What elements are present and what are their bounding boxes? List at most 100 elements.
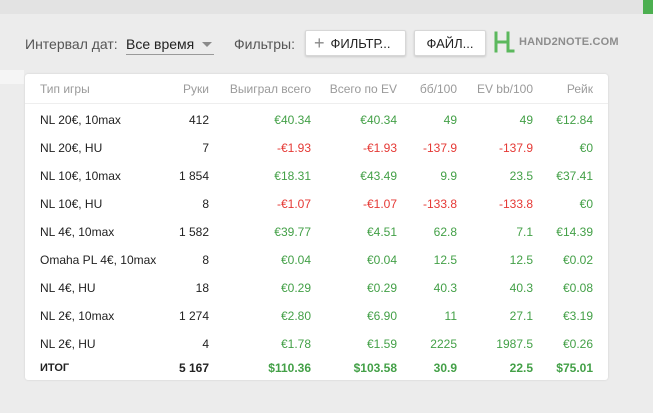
cell-ev-bb100: 49 — [519, 113, 533, 127]
cell-ev-bb100: 40.3 — [509, 281, 533, 295]
cell-ev-bb100: 22.5 — [509, 361, 533, 375]
cell-game-type: ИТОГ — [40, 362, 70, 374]
cell-bb100: 40.3 — [433, 281, 457, 295]
cell-ev-total: €1.59 — [366, 337, 397, 351]
stats-table: Тип игры Руки Выиграл всего Всего по EV бб/1… — [25, 74, 608, 378]
table-row[interactable]: Omaha PL 4€, 10max 8 €0.04 €0.04 12.5 12.5 €0.… — [25, 246, 608, 274]
cell-bb100: -137.9 — [422, 141, 457, 155]
cell-ev-bb100: 12.5 — [509, 253, 533, 267]
date-interval-value: Все время — [126, 36, 195, 52]
cell-hands: 18 — [195, 281, 209, 295]
cell-ev-total: €0.29 — [366, 281, 397, 295]
cell-ev-total: €6.90 — [366, 309, 397, 323]
logo-text: HAND2NOTE.COM — [519, 36, 619, 48]
cell-ev-total: -€1.93 — [362, 141, 397, 155]
accent-strip — [643, 0, 653, 14]
cell-ev-total: €4.51 — [366, 225, 397, 239]
cell-bb100: 9.9 — [440, 169, 457, 183]
column-header-won-total[interactable]: Выиграл всего — [229, 81, 311, 96]
cell-hands: 8 — [202, 253, 209, 267]
cell-ev-bb100: 1987.5 — [496, 337, 533, 351]
cell-won-total: -€1.93 — [276, 141, 311, 155]
cell-rake: €37.41 — [556, 169, 593, 183]
cell-hands: 1 854 — [178, 169, 209, 183]
h2n-logo-icon — [494, 31, 515, 53]
side-strip — [0, 70, 24, 84]
cell-won-total: €1.78 — [280, 337, 311, 351]
cell-game-type: NL 2€, HU — [40, 337, 96, 351]
table-row[interactable]: NL 20€, HU 7 -€1.93 -€1.93 -137.9 -137.9 €0 — [25, 134, 608, 162]
toolbar: Интервал дат: Все время Фильтры: + ФИЛЬТ… — [0, 28, 653, 58]
cell-rake: €0 — [579, 197, 593, 211]
top-strip — [0, 0, 653, 14]
cell-won-total: -€1.07 — [276, 197, 311, 211]
table-row[interactable]: NL 4€, 10max 1 582 €39.77 €4.51 62.8 7.1 €14.3… — [25, 218, 608, 246]
cell-game-type: Omaha PL 4€, 10max — [40, 253, 157, 267]
column-header-ev-total[interactable]: Всего по EV — [329, 81, 397, 96]
chevron-down-icon — [202, 41, 213, 47]
cell-won-total: €0.29 — [280, 281, 311, 295]
column-header-ev-bb100[interactable]: EV bb/100 — [476, 81, 533, 96]
plus-icon: + — [314, 33, 325, 53]
column-header-bb100[interactable]: бб/100 — [419, 81, 457, 96]
cell-rake: €3.19 — [562, 309, 593, 323]
cell-hands: 1 582 — [178, 225, 209, 239]
cell-rake: €0 — [579, 141, 593, 155]
cell-game-type: NL 2€, 10max — [40, 309, 115, 323]
cell-ev-total: €43.49 — [360, 169, 397, 183]
cell-ev-total: -€1.07 — [362, 197, 397, 211]
cell-rake: €0.08 — [562, 281, 593, 295]
cell-bb100: 62.8 — [433, 225, 457, 239]
table-row[interactable]: NL 2€, HU 4 €1.78 €1.59 2225 1987.5 €0.26 — [25, 330, 608, 358]
cell-rake: $75.01 — [556, 361, 593, 375]
column-header-rake[interactable]: Рейк — [566, 81, 593, 96]
cell-ev-total: €40.34 — [360, 113, 397, 127]
cell-game-type: NL 4€, 10max — [40, 225, 115, 239]
stats-card: Тип игры Руки Выиграл всего Всего по EV бб/1… — [25, 74, 608, 380]
total-row[interactable]: ИТОГ 5 167 $110.36 $103.58 30.9 22.5 $75.01 — [25, 358, 608, 378]
cell-ev-bb100: 23.5 — [509, 169, 533, 183]
cell-game-type: NL 4€, HU — [40, 281, 96, 295]
cell-game-type: NL 20€, HU — [40, 141, 103, 155]
cell-hands: 1 274 — [178, 309, 209, 323]
cell-hands: 4 — [202, 337, 209, 351]
filters-label: Фильтры: — [234, 36, 295, 52]
cell-game-type: NL 10€, HU — [40, 197, 103, 211]
cell-ev-bb100: -133.8 — [498, 197, 533, 211]
cell-won-total: €39.77 — [274, 225, 311, 239]
filter-button[interactable]: + ФИЛЬТР... — [305, 30, 406, 56]
cell-ev-total: $103.58 — [353, 361, 397, 375]
table-row[interactable]: NL 10€, HU 8 -€1.07 -€1.07 -133.8 -133.8 €0 — [25, 190, 608, 218]
cell-ev-bb100: 7.1 — [516, 225, 533, 239]
cell-rake: €12.84 — [556, 113, 593, 127]
date-interval-dropdown[interactable]: Все время — [126, 34, 215, 55]
table-row[interactable]: NL 2€, 10max 1 274 €2.80 €6.90 11 27.1 €3.19 — [25, 302, 608, 330]
cell-hands: 412 — [188, 113, 209, 127]
cell-hands: 5 167 — [178, 361, 209, 375]
cell-ev-bb100: 27.1 — [509, 309, 533, 323]
cell-bb100: 30.9 — [433, 361, 457, 375]
cell-hands: 7 — [202, 141, 209, 155]
cell-rake: €0.02 — [562, 253, 593, 267]
cell-game-type: NL 20€, 10max — [40, 113, 121, 127]
logo: HAND2NOTE.COM — [493, 31, 619, 53]
cell-bb100: 2225 — [430, 337, 457, 351]
cell-game-type: NL 10€, 10max — [40, 169, 121, 183]
cell-ev-total: €0.04 — [366, 253, 397, 267]
table-row[interactable]: NL 20€, 10max 412 €40.34 €40.34 49 49 €12.84 — [25, 104, 608, 135]
cell-bb100: 12.5 — [433, 253, 457, 267]
cell-rake: €14.39 — [556, 225, 593, 239]
column-header-hands[interactable]: Руки — [183, 81, 209, 96]
table-header-row: Тип игры Руки Выиграл всего Всего по EV бб/1… — [25, 74, 608, 104]
filter-button-label: ФИЛЬТР... — [330, 35, 391, 51]
cell-bb100: -133.8 — [422, 197, 457, 211]
cell-won-total: €18.31 — [274, 169, 311, 183]
file-button[interactable]: ФАЙЛ... — [414, 30, 486, 56]
date-interval-label: Интервал дат: — [25, 36, 118, 52]
table-row[interactable]: NL 4€, HU 18 €0.29 €0.29 40.3 40.3 €0.08 — [25, 274, 608, 302]
cell-hands: 8 — [202, 197, 209, 211]
table-row[interactable]: NL 10€, 10max 1 854 €18.31 €43.49 9.9 23.5 €37… — [25, 162, 608, 190]
column-header-game-type[interactable]: Тип игры — [40, 81, 90, 96]
cell-bb100: 49 — [443, 113, 457, 127]
cell-won-total: €2.80 — [280, 309, 311, 323]
